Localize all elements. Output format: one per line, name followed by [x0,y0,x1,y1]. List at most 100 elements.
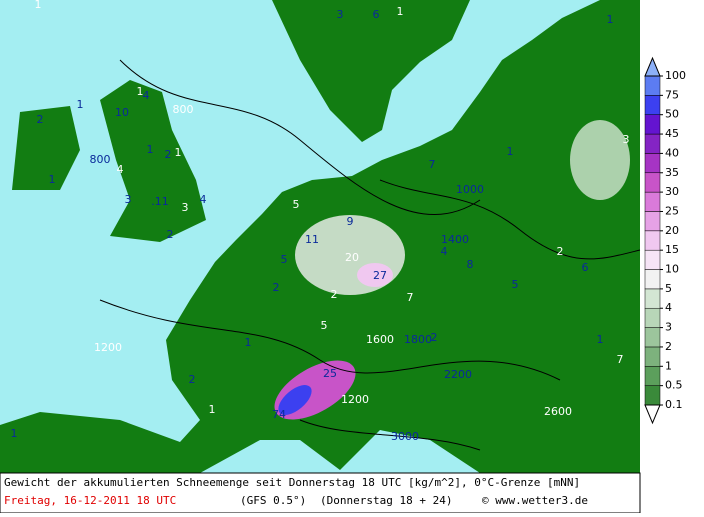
map-label: 10 [115,106,129,119]
map-label: 7 [429,158,436,171]
map-label: 1200 [341,393,369,406]
contour-lines [99,59,641,451]
colorbar-band [644,249,661,270]
map-label: 1 [397,5,404,18]
footer-credit: © www.wetter3.de [482,494,588,507]
map-label: 2 [189,373,196,386]
map-label: 74 [272,408,286,421]
map-label: 1 [49,173,56,186]
colorbar-label: 20 [665,224,679,237]
colorbar-label: 5 [665,282,672,295]
map-label: 1 [77,98,84,111]
great-britain [100,80,206,242]
map-label: 2 [165,148,172,161]
map-label: 800 [90,153,111,166]
map-label: 800 [173,103,194,116]
colorbar-band [644,133,661,154]
colorbar-band [644,114,661,135]
map-label: 1 [147,143,154,156]
colorbar-band [644,211,661,232]
map-label: 5 [321,319,328,332]
map-label: 3 [182,201,189,214]
map-label: 1000 [456,183,484,196]
map-label: 1 [507,145,514,158]
colorbar-label: 25 [665,204,679,217]
footer-box [0,472,641,514]
colorbar-band [644,95,661,115]
map-label: 4 [441,245,448,258]
map-label: 2 [167,228,174,241]
colorbar-label: 3 [665,321,672,334]
colorbar-label: 100 [665,69,686,82]
map-label: 6 [373,8,380,21]
colorbar-band [644,269,661,290]
map-label: 5 [281,253,288,266]
footer-title: Gewicht der akkumulierten Schneemenge se… [4,476,580,489]
map-label: 3 [125,193,132,206]
map-label: 3 [337,8,344,21]
colorbar-band [644,172,661,193]
map-label: 1 [137,85,144,98]
map-label: 1 [597,333,604,346]
colorbar-band [644,75,661,96]
map-label: 2 [273,281,280,294]
map-label: 2 [331,288,338,301]
colorbar-label: 1 [665,359,672,372]
map-label: 9 [347,215,354,228]
map-label: 4 [143,89,150,102]
colorbar-label: 15 [665,243,679,256]
colorbar-band [644,288,661,309]
map-label: 20 [345,251,359,264]
map-label: 1 [245,336,252,349]
map-label: 2 [37,113,44,126]
footer-model: (GFS 0.5°) [240,494,306,507]
map-label: 1 [175,146,182,159]
colorbar-label: 40 [665,146,679,159]
map-label: 5 [293,198,300,211]
map-label: 1 [607,13,614,26]
map-label: 1800 [404,333,432,346]
colorbar-label: 35 [665,166,679,179]
map-label: 7 [407,291,414,304]
map-label: 11 [305,233,319,246]
ireland [12,106,80,190]
map-label: 1400 [441,233,469,246]
colorbar-band [644,366,661,386]
footer-date: Freitag, 16-12-2011 18 UTC [4,494,176,507]
map-label: 1600 [366,333,394,346]
colorbar-label: 30 [665,185,679,198]
map-label: 1200 [94,341,122,354]
snow-patch [357,263,393,287]
alps-snow [278,385,312,415]
colorbar-label: 10 [665,263,679,276]
map-label: 2200 [444,368,472,381]
footer-run: (Donnerstag 18 + 24) [320,494,452,507]
map-label: 5 [512,278,519,291]
map-label: .11 [151,195,169,208]
colorbar-band [644,327,661,348]
colorbar-band [644,385,661,406]
map-label: 2 [431,331,438,344]
map-label: 1 [209,403,216,416]
map-label: 3000 [391,430,419,443]
colorbar-label: 75 [665,88,679,101]
map-label: 4 [200,193,207,206]
map [0,0,641,473]
colorbar-band [644,153,661,174]
map-label: 27 [373,269,387,282]
colorbar-label: 4 [665,301,672,314]
map-label: 1 [35,0,42,11]
colorbar-bottom [644,404,661,425]
scandinavia [272,0,470,142]
map-label: 1 [11,427,18,440]
colorbar-label: 50 [665,108,679,121]
colorbar-top [644,56,661,77]
snow-patch [570,120,630,200]
colorbar-label: 0.5 [665,379,683,392]
colorbar-label: 2 [665,340,672,353]
map-label: 4 [117,163,124,176]
colorbar-label: 0.1 [665,398,683,411]
colorbar-band [644,230,661,251]
map-label: 3 [623,133,630,146]
